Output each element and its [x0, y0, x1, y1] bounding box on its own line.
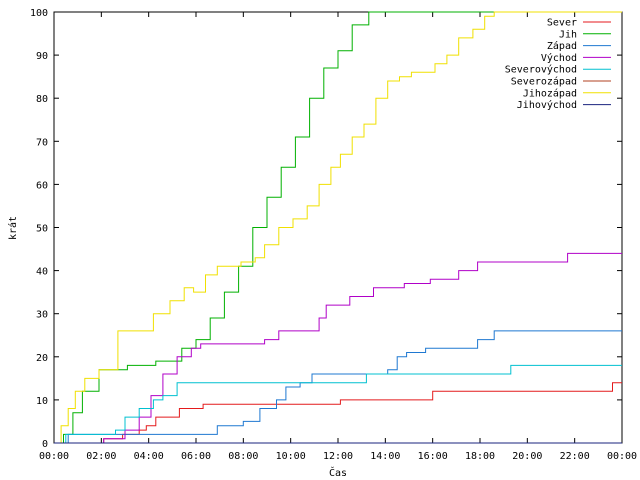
x-axis: 00:00 02:00 04:00 06:00 08:00 10:00 12:00 14:00… — [39, 12, 637, 462]
x-tick-label: 16:00 — [418, 451, 448, 462]
series-line-3 — [54, 252, 622, 444]
series-group — [54, 11, 622, 444]
x-tick-label: 20:00 — [512, 451, 542, 462]
y-axis: 0 10 20 30 40 50 60 70 80 90 100 — [30, 8, 622, 450]
x-axis-title: Čas — [329, 466, 347, 479]
x-tick-label: 10:00 — [276, 451, 306, 462]
legend: SeverJihZápadVýchodSeverovýchodSeverozáp… — [505, 18, 611, 111]
legend-label: Severozápad — [511, 76, 577, 88]
x-tick-label: 22:00 — [560, 451, 590, 462]
y-tick-label: 10 — [36, 396, 48, 407]
x-tick-label: 00:00 — [607, 451, 637, 462]
x-tick-label: 00:00 — [39, 451, 69, 462]
series-line-6 — [54, 11, 622, 444]
x-tick-label: 06:00 — [181, 451, 211, 462]
x-tick-label: 08:00 — [228, 451, 258, 462]
legend-label: Jihozápad — [523, 87, 577, 99]
y-axis-title: krát — [7, 216, 19, 240]
legend-label: Východ — [541, 52, 577, 64]
x-tick-label: 04:00 — [134, 451, 164, 462]
series-line-1 — [54, 11, 622, 444]
y-tick-label: 40 — [36, 267, 48, 278]
x-tick-label: 02:00 — [86, 451, 116, 462]
y-tick-label: 20 — [36, 353, 48, 364]
y-tick-label: 30 — [36, 310, 48, 321]
y-tick-label: 100 — [30, 8, 48, 19]
y-tick-label: 50 — [36, 224, 48, 235]
x-tick-label: 18:00 — [465, 451, 495, 462]
x-tick-label: 12:00 — [323, 451, 353, 462]
y-tick-label: 90 — [36, 51, 48, 62]
legend-label: Západ — [547, 40, 577, 52]
x-tick-label: 14:00 — [370, 451, 400, 462]
y-tick-label: 0 — [42, 439, 48, 450]
y-tick-label: 70 — [36, 137, 48, 148]
y-tick-label: 80 — [36, 94, 48, 105]
legend-label: Jih — [559, 29, 577, 40]
legend-label: Sever — [547, 18, 577, 29]
y-tick-label: 60 — [36, 180, 48, 191]
series-line-4 — [54, 364, 622, 444]
legend-label: Jihovýchod — [517, 99, 577, 111]
legend-label: Severovýchod — [505, 64, 577, 76]
